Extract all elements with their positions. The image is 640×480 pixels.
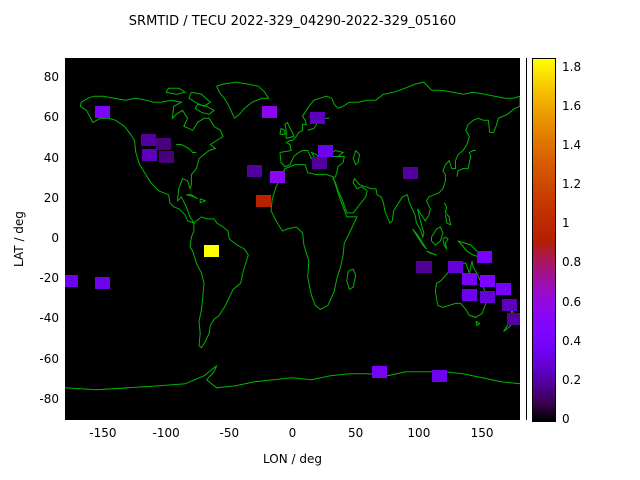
colorbar-tick-label: 0.2 (562, 372, 582, 387)
coastline-path (165, 87, 187, 95)
heat-cell (431, 369, 447, 382)
x-tick-label: 50 (348, 426, 364, 440)
y-tick-label: -40 (39, 311, 59, 326)
y-tick-label: 80 (43, 70, 59, 85)
heat-cell (65, 275, 78, 288)
coastline-path (426, 250, 437, 256)
coastline-path (412, 228, 427, 250)
coastline-path (186, 194, 198, 200)
coastline-path (176, 144, 197, 153)
coastline-path (431, 226, 444, 246)
colorbar-tick-label: 1 (562, 216, 570, 231)
x-tick-label: 100 (407, 426, 431, 440)
heat-cell (461, 289, 478, 302)
heat-cell (156, 138, 172, 151)
colorbar-tick-label: 1.8 (562, 59, 582, 74)
coastline-path (188, 91, 212, 107)
heat-cell (317, 144, 333, 157)
coastline-path (352, 150, 361, 166)
heat-cell (479, 291, 495, 304)
colorbar-gradient (532, 58, 556, 422)
colorbar-tick-label: 1.2 (562, 177, 582, 192)
heat-cell (448, 261, 464, 274)
y-tick-label: 60 (43, 110, 59, 125)
heat-cell (95, 277, 111, 290)
colorbar-tick-label: 0.6 (562, 294, 582, 309)
heat-cell (477, 251, 493, 264)
x-tick-label: 150 (470, 426, 494, 440)
heat-cell (140, 134, 156, 147)
chart-title: SRMTID / TECU 2022-329_04290-2022-329_05… (128, 14, 457, 29)
coastline-path (346, 268, 357, 291)
map-plot-area (65, 58, 520, 420)
x-tick-label: -150 (89, 426, 117, 440)
y-tick-label: -60 (39, 351, 59, 366)
heat-cell (310, 112, 326, 125)
heat-cell (158, 150, 174, 163)
heat-cell (262, 106, 278, 119)
coastline-path (270, 164, 358, 310)
heat-cell (255, 194, 271, 207)
coastline-path (65, 365, 520, 391)
x-tick-label: -100 (152, 426, 180, 440)
colorbar-tick-label: 0 (562, 412, 570, 426)
coastline-path (456, 150, 476, 177)
coastline-path (194, 103, 216, 115)
y-tick-label: 40 (43, 150, 59, 165)
heat-cell (402, 166, 418, 179)
heat-cell (496, 283, 512, 296)
y-tick-label: 0 (51, 231, 59, 245)
colorbar-tick-label: 1.4 (562, 138, 582, 153)
colorbar-tick-label: 0.8 (562, 255, 582, 270)
coastline-path (442, 236, 449, 250)
heat-cell (269, 170, 285, 183)
heat-cell (461, 273, 478, 286)
colorbar-tick-label: 0.4 (562, 333, 582, 348)
coastline-path (189, 216, 249, 349)
heat-cell (311, 156, 327, 169)
world-coastlines (65, 81, 520, 391)
heat-cell (507, 313, 520, 326)
colorbar-tick-label: 1.6 (562, 98, 582, 113)
y-tick-label: -80 (39, 391, 59, 406)
heat-cell (372, 365, 388, 378)
heat-cell (479, 275, 495, 288)
heat-cell (204, 245, 220, 258)
coastline-path (284, 121, 295, 139)
coastline-path (443, 202, 452, 226)
x-tick-label: 0 (288, 426, 297, 440)
colorbar-separator-line (526, 58, 527, 420)
coastline-path (279, 81, 520, 239)
heat-cell (247, 164, 263, 177)
y-tick-label: -20 (39, 271, 59, 286)
x-tick-label: -50 (219, 426, 240, 440)
heat-cell (142, 148, 158, 161)
coastline-path (79, 95, 224, 224)
x-axis-label: LON / deg (263, 452, 322, 466)
coastline-path (199, 198, 207, 204)
heat-cell (416, 261, 432, 274)
heat-cell (502, 299, 518, 312)
coastline-path (279, 127, 286, 135)
coastline-path (475, 321, 481, 327)
coastline-path (216, 81, 270, 119)
y-tick-label: 20 (43, 190, 59, 205)
heat-cell (95, 106, 111, 119)
